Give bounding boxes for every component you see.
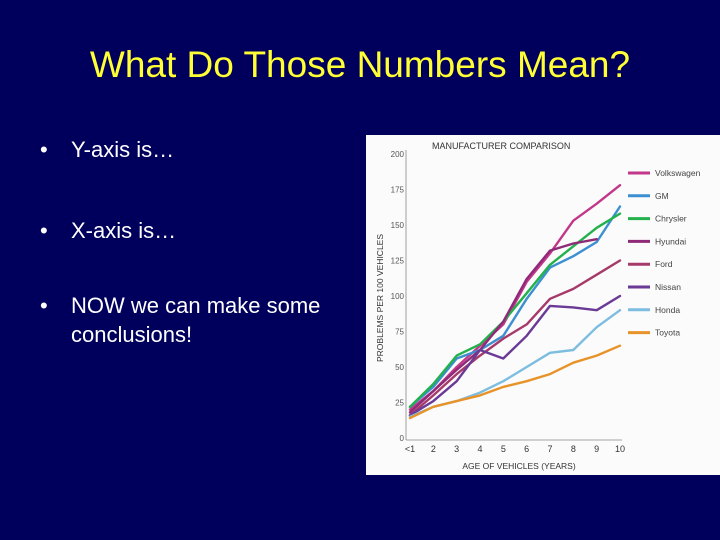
bullet-marker: • bbox=[40, 218, 48, 243]
series-line bbox=[408, 294, 622, 417]
y-tick-label: 175 bbox=[391, 186, 405, 195]
legend: Volkswagen GM Chrysler Hyundai Ford Nissan Hon… bbox=[628, 168, 701, 338]
legend-label: GM bbox=[655, 191, 669, 201]
bullet-item: • X-axis is… bbox=[40, 216, 331, 245]
x-tick-label: 10 bbox=[615, 444, 625, 454]
y-tick-label: 200 bbox=[391, 150, 405, 159]
x-tick-label: 4 bbox=[477, 444, 482, 454]
series-line bbox=[408, 308, 622, 418]
x-tick-label: 8 bbox=[571, 444, 576, 454]
x-tick-label: <1 bbox=[405, 444, 415, 454]
x-tick-label: 5 bbox=[501, 444, 506, 454]
series-line bbox=[408, 212, 622, 408]
y-tick-label: 0 bbox=[400, 434, 405, 443]
bullet-text: X-axis is… bbox=[71, 218, 177, 243]
y-tick-label: 125 bbox=[391, 257, 405, 266]
y-tick-label: 75 bbox=[395, 328, 404, 337]
chart-title: MANUFACTURER COMPARISON bbox=[432, 141, 570, 151]
bullet-marker: • bbox=[40, 293, 48, 318]
series-line bbox=[408, 344, 622, 420]
series-line bbox=[408, 205, 622, 408]
legend-label: Hyundai bbox=[655, 236, 686, 246]
y-axis-label: PROBLEMS PER 100 VEHICLES bbox=[375, 234, 385, 362]
x-tick-label: 2 bbox=[431, 444, 436, 454]
x-tick-label: 6 bbox=[524, 444, 529, 454]
legend-label: Honda bbox=[655, 305, 680, 315]
series-lines bbox=[408, 184, 622, 420]
chart-panel: MANUFACTURER COMPARISON PROBLEMS PER 100… bbox=[366, 135, 720, 475]
x-axis-label: AGE OF VEHICLES (YEARS) bbox=[462, 461, 576, 471]
legend-label: Toyota bbox=[655, 328, 680, 338]
bullet-text: NOW we can make some conclusions! bbox=[71, 293, 321, 347]
axes: 0 25 50 75 100 125 150 175 200 <1 2 3 4 5 6 7 8 9 10 bbox=[391, 150, 625, 454]
legend-label: Nissan bbox=[655, 282, 681, 292]
y-tick-label: 50 bbox=[395, 363, 404, 372]
bullet-text: Y-axis is… bbox=[71, 137, 175, 162]
y-tick-label: 25 bbox=[395, 399, 404, 408]
legend-label: Chrysler bbox=[655, 214, 687, 224]
series-line bbox=[408, 259, 622, 417]
bullet-marker: • bbox=[40, 137, 48, 162]
y-tick-label: 100 bbox=[391, 292, 405, 301]
series-line bbox=[408, 237, 598, 414]
x-tick-label: 9 bbox=[594, 444, 599, 454]
legend-label: Volkswagen bbox=[655, 168, 701, 178]
bullet-item: • NOW we can make some conclusions! bbox=[40, 291, 331, 349]
chart: MANUFACTURER COMPARISON PROBLEMS PER 100… bbox=[375, 141, 701, 471]
x-tick-label: 7 bbox=[547, 444, 552, 454]
x-tick-label: 3 bbox=[454, 444, 459, 454]
legend-label: Ford bbox=[655, 259, 673, 269]
y-tick-label: 150 bbox=[391, 221, 405, 230]
slide-title: What Do Those Numbers Mean? bbox=[89, 44, 631, 85]
bullet-item: • Y-axis is… bbox=[40, 135, 331, 164]
